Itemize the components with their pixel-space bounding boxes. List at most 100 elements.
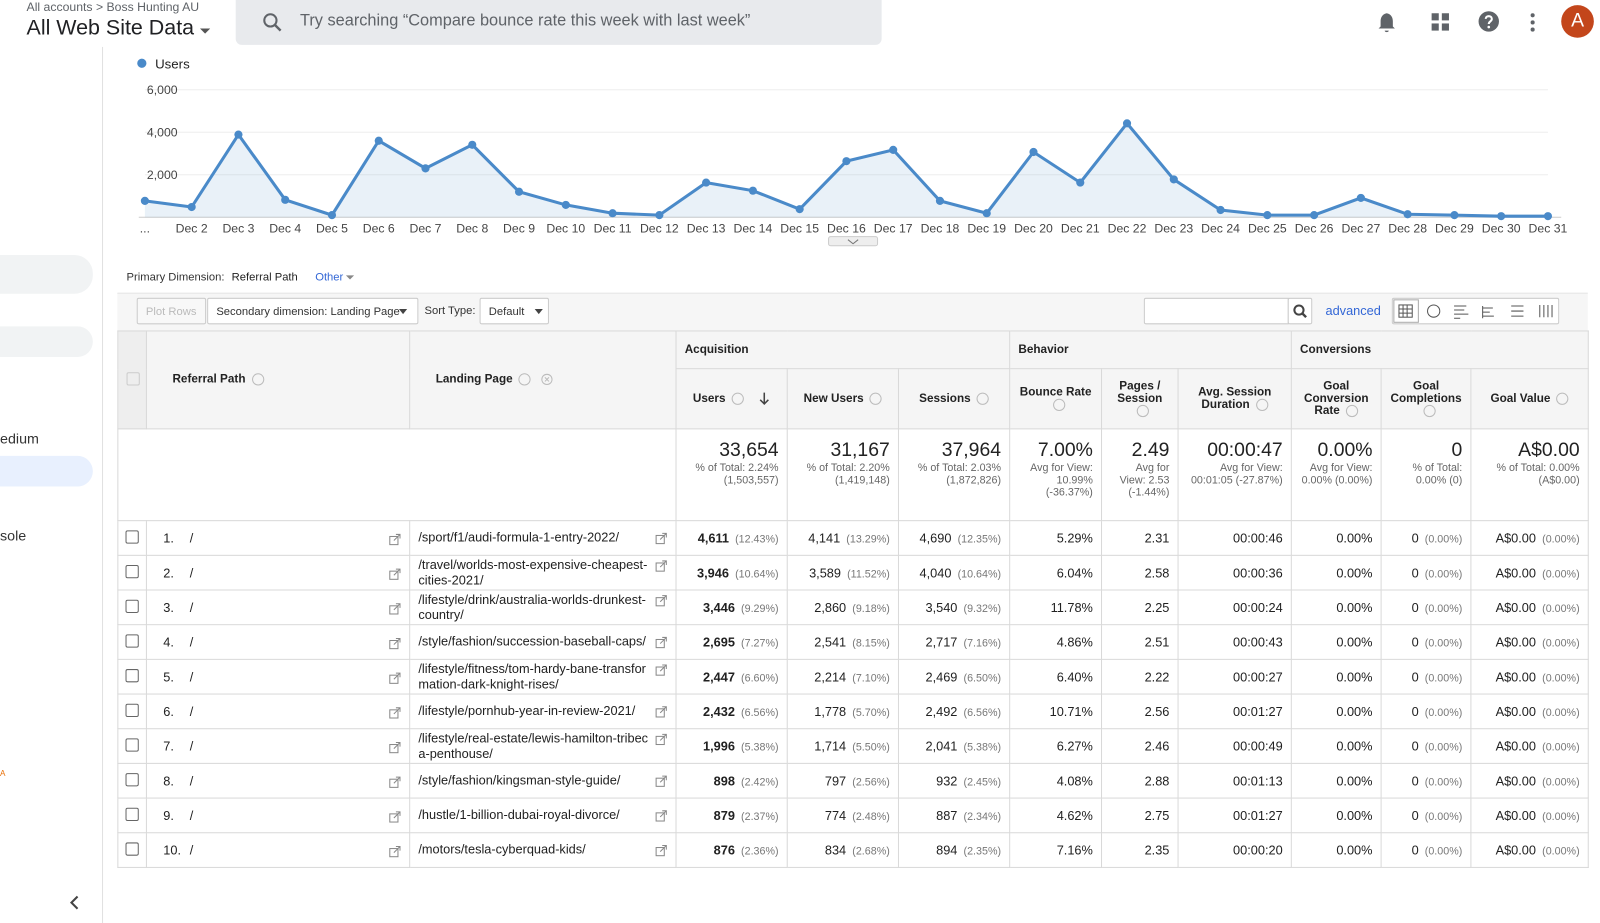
view-switcher[interactable]: [1391, 297, 1560, 325]
referral-path[interactable]: /: [189, 530, 194, 546]
checkbox[interactable]: [126, 371, 140, 386]
metric-cell: 6.40%: [1009, 658, 1103, 695]
checkbox[interactable]: [125, 703, 139, 717]
help-icon: [1423, 404, 1436, 418]
metric-percent: (7.27%): [741, 636, 779, 650]
more-icon[interactable]: [1522, 11, 1542, 33]
landing-page[interactable]: /sport/f1/audi-formula-1-entry-2022/: [418, 530, 620, 545]
metric-cell: 1,714 (5.50%): [786, 728, 899, 764]
primary-dimension-value[interactable]: Referral Path: [231, 271, 298, 284]
referral-path[interactable]: /: [189, 669, 194, 684]
plot-rows-button[interactable]: Plot Rows: [136, 297, 206, 325]
referral-cell: 2. /: [145, 554, 411, 591]
landing-page[interactable]: /lifestyle/real-estate/lewis-hamilton-tr…: [418, 730, 649, 761]
checkbox[interactable]: [125, 807, 139, 821]
metric-value: 1,996: [703, 738, 735, 754]
landing-page[interactable]: /lifestyle/drink/australia-worlds-drunke…: [418, 592, 646, 622]
checkbox[interactable]: [125, 772, 139, 786]
referral-path[interactable]: /: [189, 738, 194, 754]
avatar[interactable]: A: [1561, 5, 1594, 38]
open-icon[interactable]: [655, 663, 667, 676]
view-selector[interactable]: All Web Site Data: [27, 16, 211, 40]
metric-cell: 834 (2.68%): [786, 832, 899, 868]
other-dimension[interactable]: Other: [315, 271, 344, 284]
metric-cell: 00:01:13: [1177, 762, 1292, 799]
breadcrumb-item[interactable]: Boss Hunting AU: [106, 0, 200, 15]
landing-page[interactable]: /motors/tesla-cyberquad-kids/: [418, 842, 586, 857]
checkbox[interactable]: [125, 737, 139, 752]
x-tick-label: ...: [140, 222, 150, 236]
landing-page[interactable]: /lifestyle/fitness/tom-hardy-bane-transf…: [418, 661, 646, 691]
referral-path[interactable]: /: [189, 634, 194, 650]
open-icon[interactable]: [389, 637, 401, 649]
legend-label[interactable]: Users: [155, 56, 190, 71]
landing-page[interactable]: /style/fashion/kingsman-style-guide/: [418, 773, 621, 788]
table-filter-input[interactable]: [1143, 297, 1289, 325]
open-icon[interactable]: [389, 533, 401, 545]
checkbox[interactable]: [125, 841, 139, 856]
metric-cell: 0 (0.00%): [1380, 797, 1472, 834]
open-icon[interactable]: [389, 672, 401, 684]
search-box[interactable]: Try searching “Compare bounce rate this …: [235, 0, 882, 45]
checkbox[interactable]: [125, 529, 139, 544]
nav-label[interactable]: edium: [0, 430, 39, 447]
table-filter-button[interactable]: [1287, 297, 1313, 325]
secondary-dimension-select[interactable]: Secondary dimension: Landing Page: [207, 297, 419, 325]
nav-item[interactable]: [0, 326, 93, 357]
open-icon-box: [655, 847, 665, 857]
referral-path[interactable]: /: [189, 565, 194, 580]
apps-icon[interactable]: [1430, 11, 1452, 33]
metric-cell: 2.51: [1101, 624, 1179, 660]
referral-path[interactable]: /: [189, 842, 194, 858]
metric-value: 3,540: [925, 600, 958, 615]
open-icon-arrow: [393, 776, 401, 784]
open-icon[interactable]: [655, 559, 667, 572]
landing-page[interactable]: /lifestyle/pornhub-year-in-review-2021/: [418, 703, 636, 719]
checkbox[interactable]: [125, 599, 139, 613]
open-icon[interactable]: [655, 733, 667, 745]
referral-path[interactable]: /: [189, 808, 194, 823]
checkbox[interactable]: [125, 564, 139, 578]
metric-cell: 0.00%: [1290, 797, 1382, 834]
nav-item[interactable]: [0, 254, 93, 294]
collapse-icon[interactable]: [67, 895, 81, 910]
open-icon[interactable]: [655, 532, 667, 545]
open-icon[interactable]: [655, 775, 667, 787]
open-icon[interactable]: [655, 594, 667, 606]
open-icon[interactable]: [389, 602, 401, 614]
notifications-icon[interactable]: [1375, 11, 1397, 33]
metric-percent: (12.43%): [735, 532, 779, 546]
referral-path[interactable]: /: [189, 600, 194, 615]
open-icon[interactable]: [655, 636, 667, 649]
metric-percent: (6.56%): [963, 706, 1002, 719]
total-value: 37,964: [941, 439, 1002, 461]
nav-item-active[interactable]: [0, 455, 93, 487]
checkbox[interactable]: [125, 633, 139, 648]
open-icon[interactable]: [389, 706, 401, 719]
metric-cell: 00:01:27: [1177, 797, 1292, 834]
open-icon[interactable]: [389, 810, 401, 823]
help-icon[interactable]: [1478, 10, 1500, 32]
open-icon[interactable]: [389, 741, 401, 753]
referral-path[interactable]: /: [189, 704, 194, 719]
nav-label[interactable]: sole: [0, 527, 27, 544]
landing-page[interactable]: /travel/worlds-most-expensive-cheapest-c…: [418, 557, 648, 587]
breadcrumb-item[interactable]: All accounts: [26, 0, 93, 15]
open-icon[interactable]: [389, 776, 401, 788]
checkbox[interactable]: [125, 668, 139, 682]
landing-page[interactable]: /style/fashion/succession-baseball-caps/: [418, 634, 646, 649]
open-icon[interactable]: [655, 844, 667, 857]
x-tick-label: Dec 11: [594, 222, 632, 236]
referral-path[interactable]: /: [189, 773, 194, 788]
x-tick-label: Dec 26: [1295, 222, 1334, 236]
open-icon[interactable]: [389, 568, 401, 580]
chart-resize-handle[interactable]: [828, 236, 879, 247]
open-icon[interactable]: [655, 706, 667, 718]
open-icon[interactable]: [389, 845, 401, 857]
open-icon[interactable]: [655, 810, 667, 822]
metric-cell: 6.27%: [1009, 728, 1103, 764]
advanced-link[interactable]: advanced: [1325, 303, 1381, 319]
landing-page[interactable]: /hustle/1-billion-dubai-royal-divorce/: [418, 807, 620, 823]
area: [144, 123, 1548, 218]
search-icon: [263, 13, 282, 32]
